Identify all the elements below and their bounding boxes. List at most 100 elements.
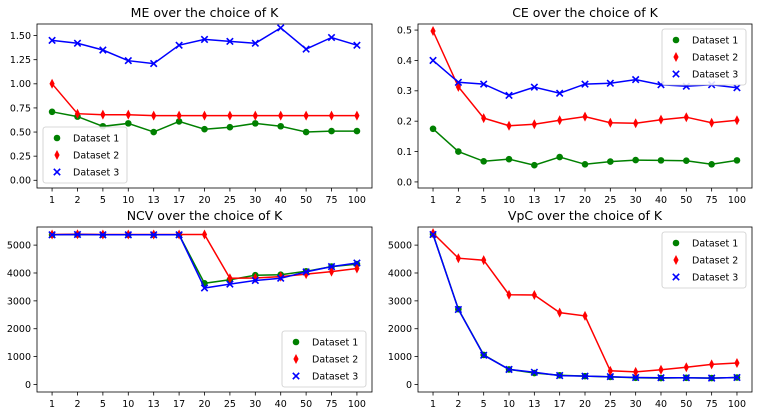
y-tick-label: 1.25 <box>10 55 31 66</box>
x-tick-label: 1 <box>430 195 436 206</box>
data-point <box>479 351 488 359</box>
x-tick-label: 75 <box>325 195 337 206</box>
data-point <box>303 269 309 280</box>
data-point <box>151 110 157 121</box>
data-point <box>481 255 487 266</box>
data-point <box>505 365 513 374</box>
data-point <box>252 110 258 121</box>
data-point <box>327 262 336 271</box>
y-tick-label: 5000 <box>7 241 31 252</box>
legend: Dataset 1 Dataset 2 Dataset 3 <box>661 28 747 86</box>
x-tick-label: 20 <box>198 195 210 206</box>
data-point <box>455 148 462 155</box>
chart-title: ME over the choice of K <box>131 5 279 20</box>
data-point <box>252 120 259 127</box>
data-point <box>733 157 741 164</box>
x-tick-label: 100 <box>348 399 366 410</box>
data-point <box>176 110 182 121</box>
x-tick-label: 30 <box>249 399 261 410</box>
data-point <box>454 78 463 87</box>
x-tick-label: 40 <box>275 195 287 206</box>
data-point <box>353 41 361 49</box>
data-point <box>99 231 107 239</box>
data-point <box>49 78 55 89</box>
x-tick-label: 40 <box>655 399 667 410</box>
legend-label: Dataset 3 <box>73 168 119 179</box>
subplot-1: ME over the choice of K1 2 5 10 13 17 20 25 30 40… <box>10 5 373 206</box>
x-tick-label: 30 <box>630 195 642 206</box>
data-point <box>429 230 437 239</box>
series-dataset-1 <box>429 125 741 169</box>
data-point <box>506 289 512 300</box>
x-tick-label: 17 <box>554 399 566 410</box>
data-point <box>631 75 640 84</box>
data-point <box>74 108 81 119</box>
series-dataset-3 <box>429 56 741 100</box>
subplot-4: VpC over the choice of K1 2 5 10 13 17 20 25 30 4… <box>388 208 753 410</box>
legend-label: Dataset 1 <box>312 338 358 349</box>
legend-marker <box>292 338 300 346</box>
data-point <box>607 365 613 376</box>
legend-box <box>281 330 367 388</box>
y-tick-label: 0.3 <box>397 86 412 97</box>
data-point <box>606 372 615 381</box>
series-line <box>52 233 357 285</box>
series-dataset-2 <box>430 228 740 377</box>
data-point <box>328 127 335 135</box>
data-point <box>328 110 335 121</box>
data-point <box>555 89 564 98</box>
data-point <box>557 115 563 126</box>
y-tick-label: 0.0 <box>397 177 412 188</box>
data-point <box>175 231 183 239</box>
data-point <box>631 373 640 382</box>
data-point <box>606 79 615 87</box>
data-point <box>226 280 234 288</box>
data-point <box>480 157 487 165</box>
x-tick-label: 10 <box>503 195 515 206</box>
data-point <box>150 128 157 136</box>
x-tick-label: 100 <box>728 399 746 410</box>
legend-label: Dataset 2 <box>312 355 358 366</box>
x-tick-label: 13 <box>148 399 160 410</box>
x-tick-label: 75 <box>706 399 718 410</box>
data-point <box>582 111 588 122</box>
data-point <box>276 24 285 32</box>
legend-marker <box>673 255 679 265</box>
legend-label: Dataset 1 <box>73 134 119 145</box>
x-tick-label: 1 <box>430 399 436 410</box>
data-point <box>175 118 183 125</box>
data-point <box>683 362 689 373</box>
data-point <box>709 117 715 128</box>
data-point <box>633 366 639 377</box>
data-point <box>73 39 82 48</box>
legend-label: Dataset 2 <box>692 256 738 267</box>
legend: Dataset 1 Dataset 2 Dataset 3 <box>281 330 367 388</box>
legend-marker <box>53 134 61 142</box>
data-point <box>99 46 107 54</box>
data-point <box>683 112 689 123</box>
x-tick-label: 2 <box>455 195 461 206</box>
y-tick-label: 1.00 <box>10 79 31 90</box>
data-point <box>201 110 208 121</box>
data-point <box>251 39 260 48</box>
legend-box <box>661 28 747 86</box>
data-point <box>733 373 741 382</box>
x-tick-label: 50 <box>300 399 312 410</box>
data-point <box>682 374 691 382</box>
legend-marker <box>53 168 61 176</box>
x-tick-label: 10 <box>122 195 134 206</box>
data-point <box>734 358 740 369</box>
legend-marker <box>672 273 680 281</box>
y-tick-label: 3000 <box>388 296 412 307</box>
data-point <box>455 253 461 264</box>
legend-label: Dataset 1 <box>692 36 738 47</box>
subplot-3: NCV over the choice of K1 2 5 10 13 17 20 25 30 4… <box>7 208 373 410</box>
legend: Dataset 1 Dataset 2 Dataset 3 <box>661 231 747 289</box>
data-point <box>200 284 209 292</box>
data-point <box>708 161 715 168</box>
series-dataset-2 <box>430 25 740 131</box>
y-tick-label: 4000 <box>388 268 412 279</box>
data-point <box>557 307 563 318</box>
series-dataset-1 <box>48 231 361 287</box>
